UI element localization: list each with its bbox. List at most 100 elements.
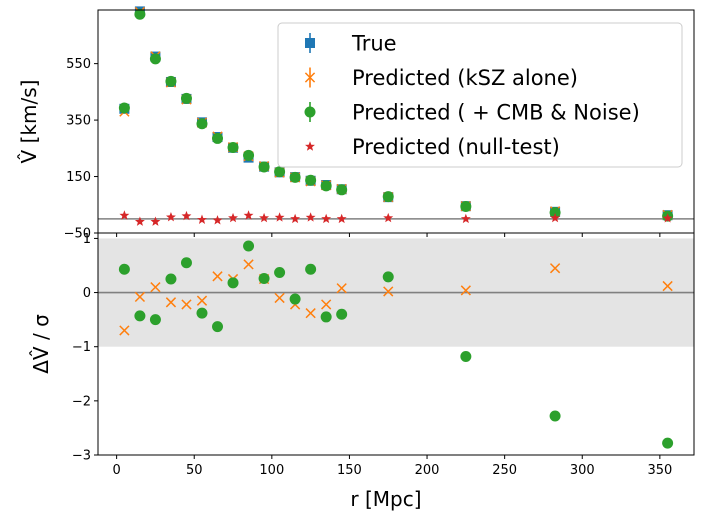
residual-point	[165, 297, 177, 308]
data-point	[180, 92, 192, 104]
bottom-y-axis-label-unit: / σ	[29, 314, 53, 346]
data-point	[227, 141, 239, 153]
residual-point	[212, 271, 223, 282]
data-point	[336, 213, 347, 224]
x-tick-label: 200	[415, 463, 440, 478]
data-point	[118, 102, 130, 114]
residual-series-predicted-cmb-noise	[118, 240, 674, 449]
residual-point	[336, 283, 347, 294]
residual-point	[460, 350, 472, 362]
bottom-y-axis-label: ΔV̂ / σ	[29, 314, 53, 374]
legend-label: True	[351, 32, 397, 56]
bottom-y-axis-label-main: ΔV̂	[29, 346, 53, 374]
residual-point	[118, 263, 130, 275]
residual-point	[196, 307, 208, 319]
x-tick-label: 100	[259, 463, 284, 478]
residual-point	[258, 272, 270, 284]
x-tick-label: 0	[112, 463, 120, 478]
data-point	[212, 132, 224, 144]
data-point	[305, 212, 316, 222]
residual-point	[321, 299, 332, 310]
residual-point	[320, 311, 332, 323]
residual-point	[549, 263, 561, 274]
legend-entry-predicted-ksz-alone: Predicted (kSZ alone)	[304, 66, 578, 90]
legend-marker	[305, 141, 315, 151]
y-tick-label: 550	[66, 57, 91, 72]
data-point	[258, 161, 270, 173]
residual-point	[119, 325, 130, 336]
data-point	[289, 171, 301, 183]
data-point	[321, 213, 332, 224]
legend-marker	[304, 72, 316, 83]
top-y-axis-label-unit: [km/s]	[17, 80, 41, 150]
data-point	[197, 214, 207, 224]
residual-point	[212, 321, 224, 333]
y-tick-label: −2	[72, 394, 91, 409]
top-y-axis-label: V̂ [km/s]	[17, 80, 41, 164]
data-point	[181, 210, 192, 221]
data-point	[549, 207, 561, 219]
residual-point	[382, 271, 394, 283]
data-point	[212, 215, 223, 225]
residual-point	[662, 437, 674, 449]
data-point	[196, 118, 208, 130]
y-tick-label: −50	[64, 227, 91, 242]
y-tick-label: 350	[66, 114, 91, 129]
legend-box	[277, 22, 683, 168]
data-point	[134, 216, 145, 226]
bottom-panel: −3 −2 −1 0 1 0 50 100 150 200 250 300 350 r [Mpc] ΔV̂ …	[29, 232, 695, 511]
residual-point	[336, 308, 348, 320]
residual-point	[662, 280, 673, 292]
residual-point	[305, 308, 316, 319]
x-axis-label: r [Mpc]	[350, 487, 421, 511]
y-tick-label: −3	[72, 449, 91, 464]
legend-label: Predicted (kSZ alone)	[352, 66, 578, 90]
x-tick-label: 300	[570, 463, 595, 478]
legend-entry-true: True	[305, 32, 397, 56]
residual-point	[227, 277, 239, 289]
legend-label: Predicted (null-test)	[352, 135, 560, 159]
data-point	[550, 212, 561, 223]
data-point	[305, 174, 317, 186]
data-point	[119, 210, 130, 220]
legend-entry-predicted-null-test: Predicted (null-test)	[305, 135, 560, 159]
legend: True Predicted (kSZ alone) Predicted ( + C…	[277, 22, 683, 168]
data-point	[460, 213, 471, 224]
y-tick-label: 150	[66, 170, 91, 185]
residual-point	[243, 259, 254, 270]
legend-marker	[305, 38, 315, 48]
data-point	[274, 212, 285, 222]
x-tick-label: 350	[647, 463, 672, 478]
residual-point	[289, 293, 301, 305]
y-tick-label: −1	[72, 340, 91, 355]
residual-point	[274, 267, 286, 279]
data-point	[290, 213, 301, 224]
data-point	[134, 8, 146, 20]
residual-point	[460, 285, 471, 296]
residual-point	[149, 314, 161, 326]
x-tick-label: 250	[492, 463, 517, 478]
data-point	[165, 75, 177, 87]
legend-marker	[304, 106, 316, 118]
series-predicted-cmb-noise	[118, 8, 674, 222]
residual-point	[134, 310, 146, 322]
residual-point	[181, 299, 192, 310]
x-tick-label: 50	[186, 463, 203, 478]
residual-point	[549, 410, 561, 422]
legend-entry-predicted-cmb-noise: Predicted ( + CMB & Noise)	[304, 101, 640, 125]
residual-point	[134, 291, 146, 303]
data-point	[259, 212, 270, 223]
top-panel: −50 150 350 550 V̂ [km/s]	[17, 6, 695, 242]
y-tick-label: 0	[83, 286, 91, 301]
data-point	[149, 53, 161, 65]
x-tick-label: 150	[337, 463, 362, 478]
data-point	[382, 191, 394, 203]
data-point	[150, 216, 161, 226]
data-point	[662, 213, 673, 223]
data-point	[274, 166, 286, 178]
bottom-plot-frame	[97, 232, 695, 456]
top-y-axis-label-main: V̂	[17, 149, 41, 163]
legend-label: Predicted ( + CMB & Noise)	[352, 101, 640, 125]
data-point	[383, 212, 394, 223]
